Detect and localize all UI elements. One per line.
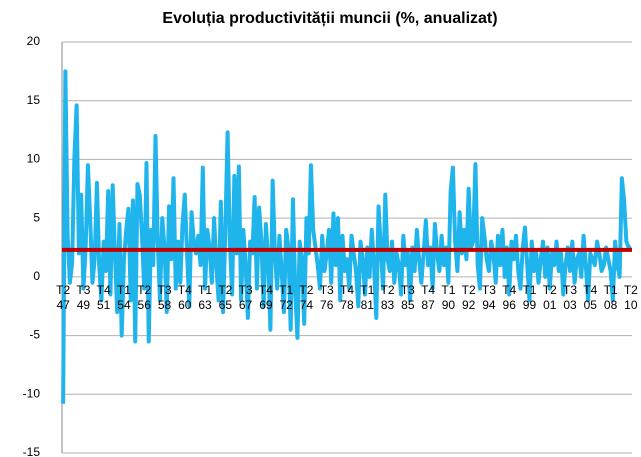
x-tick-label: T3 76: [319, 282, 334, 312]
x-tick-label: T2 47: [56, 282, 71, 312]
x-tick-label: T4 60: [177, 282, 192, 312]
x-tick-label: T2 56: [137, 282, 152, 312]
x-tick-label: T4 78: [339, 282, 354, 312]
x-tick-label: T4 51: [96, 282, 111, 312]
x-tick-label: T2 83: [380, 282, 395, 312]
x-tick-label: T1 08: [603, 282, 618, 312]
x-tick-label: T1 63: [198, 282, 213, 312]
x-tick-label: T2 74: [299, 282, 314, 312]
y-tick-label: 20: [27, 34, 41, 48]
x-tick-label: T1 54: [116, 282, 131, 312]
x-tick-label: T3 03: [563, 282, 578, 312]
y-tick-label: -15: [23, 445, 41, 457]
data-line: [61, 69, 632, 404]
x-tick-label: T2 01: [542, 282, 557, 312]
x-tick-label: T1 81: [360, 282, 375, 312]
x-tick-label: T4 87: [421, 282, 436, 312]
y-tick-label: -5: [29, 328, 40, 342]
x-tick-label: T3 67: [238, 282, 253, 312]
x-tick-label: T1 90: [441, 282, 456, 312]
x-tick-label: T2 92: [461, 282, 476, 312]
x-tick-label: T3 49: [76, 282, 91, 312]
y-tick-label: 10: [27, 152, 41, 166]
chart-title: Evoluția productivității muncii (%, anua…: [162, 10, 497, 27]
y-tick-label: 5: [33, 210, 40, 224]
x-tick-label: T3 58: [157, 282, 172, 312]
x-tick-label: T4 05: [583, 282, 598, 312]
y-tick-label: 15: [27, 93, 41, 107]
x-tick-label: T4 69: [258, 282, 273, 312]
x-tick-label: T4 96: [502, 282, 517, 312]
y-tick-label: 0: [33, 269, 40, 283]
x-tick-label: T3 85: [400, 282, 415, 312]
y-tick-label: -10: [23, 386, 41, 400]
x-tick-label: T2 65: [218, 282, 233, 312]
x-tick-label: T3 94: [481, 282, 496, 312]
x-tick-label: T1 99: [522, 282, 537, 312]
x-tick-label: T2 10: [623, 282, 638, 312]
x-tick-label: T1 72: [279, 282, 294, 312]
